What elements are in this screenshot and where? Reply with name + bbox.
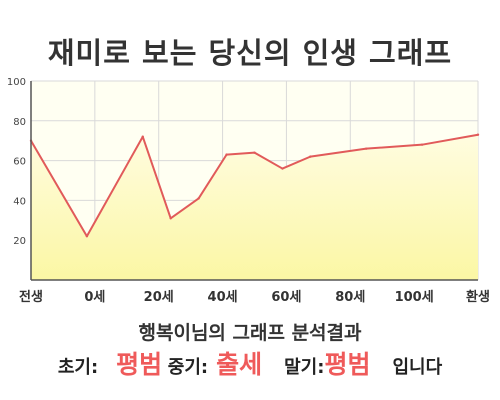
data-point xyxy=(365,147,368,150)
x-tick-label: 60세 xyxy=(271,290,301,305)
middle-label: 중기: xyxy=(167,357,209,378)
x-tick-label: 80세 xyxy=(335,290,365,305)
series-area xyxy=(31,134,478,280)
y-tick-label: 100 xyxy=(7,77,26,88)
middle-value: 출세 xyxy=(216,350,263,379)
y-tick-label: 40 xyxy=(13,196,26,207)
data-point xyxy=(309,155,312,158)
data-point xyxy=(281,167,284,170)
life-graph-chart: 20 40 60 80 100 전생 0세 20세 40세 60세 80세 100세 환생 xyxy=(7,77,490,305)
series-line xyxy=(30,133,479,238)
x-tick-label: 전생 xyxy=(19,289,43,305)
x-tick-label: 20세 xyxy=(144,290,174,305)
early-label: 초기: xyxy=(57,357,99,378)
data-point xyxy=(420,143,424,146)
data-point xyxy=(169,217,172,220)
data-point xyxy=(141,135,144,138)
late-value: 평범 xyxy=(324,350,371,379)
y-tick-label: 60 xyxy=(13,157,26,168)
data-point xyxy=(225,153,228,156)
y-tick-label: 80 xyxy=(13,117,26,128)
late-label: 말기: xyxy=(284,357,325,378)
y-tick-label: 20 xyxy=(13,236,26,247)
data-point xyxy=(253,151,256,154)
data-point xyxy=(476,133,480,136)
x-tick-label: 100세 xyxy=(395,290,434,305)
data-point xyxy=(85,235,89,238)
ending-text: 입니다 xyxy=(392,357,443,378)
analysis-result: 초기: 평범 중기: 출세 말기:평범 입니다 xyxy=(0,345,500,381)
data-point xyxy=(197,197,200,200)
x-tick-label: 40세 xyxy=(208,290,238,305)
x-tick-label: 환생 xyxy=(466,289,490,305)
analysis-summary: 행복이님의 그래프 분석결과 xyxy=(138,322,362,344)
chart-title: 재미로 보는 당신의 인생 그래프 xyxy=(47,36,453,70)
x-tick-label: 0세 xyxy=(84,290,105,305)
early-value: 평범 xyxy=(116,350,163,379)
